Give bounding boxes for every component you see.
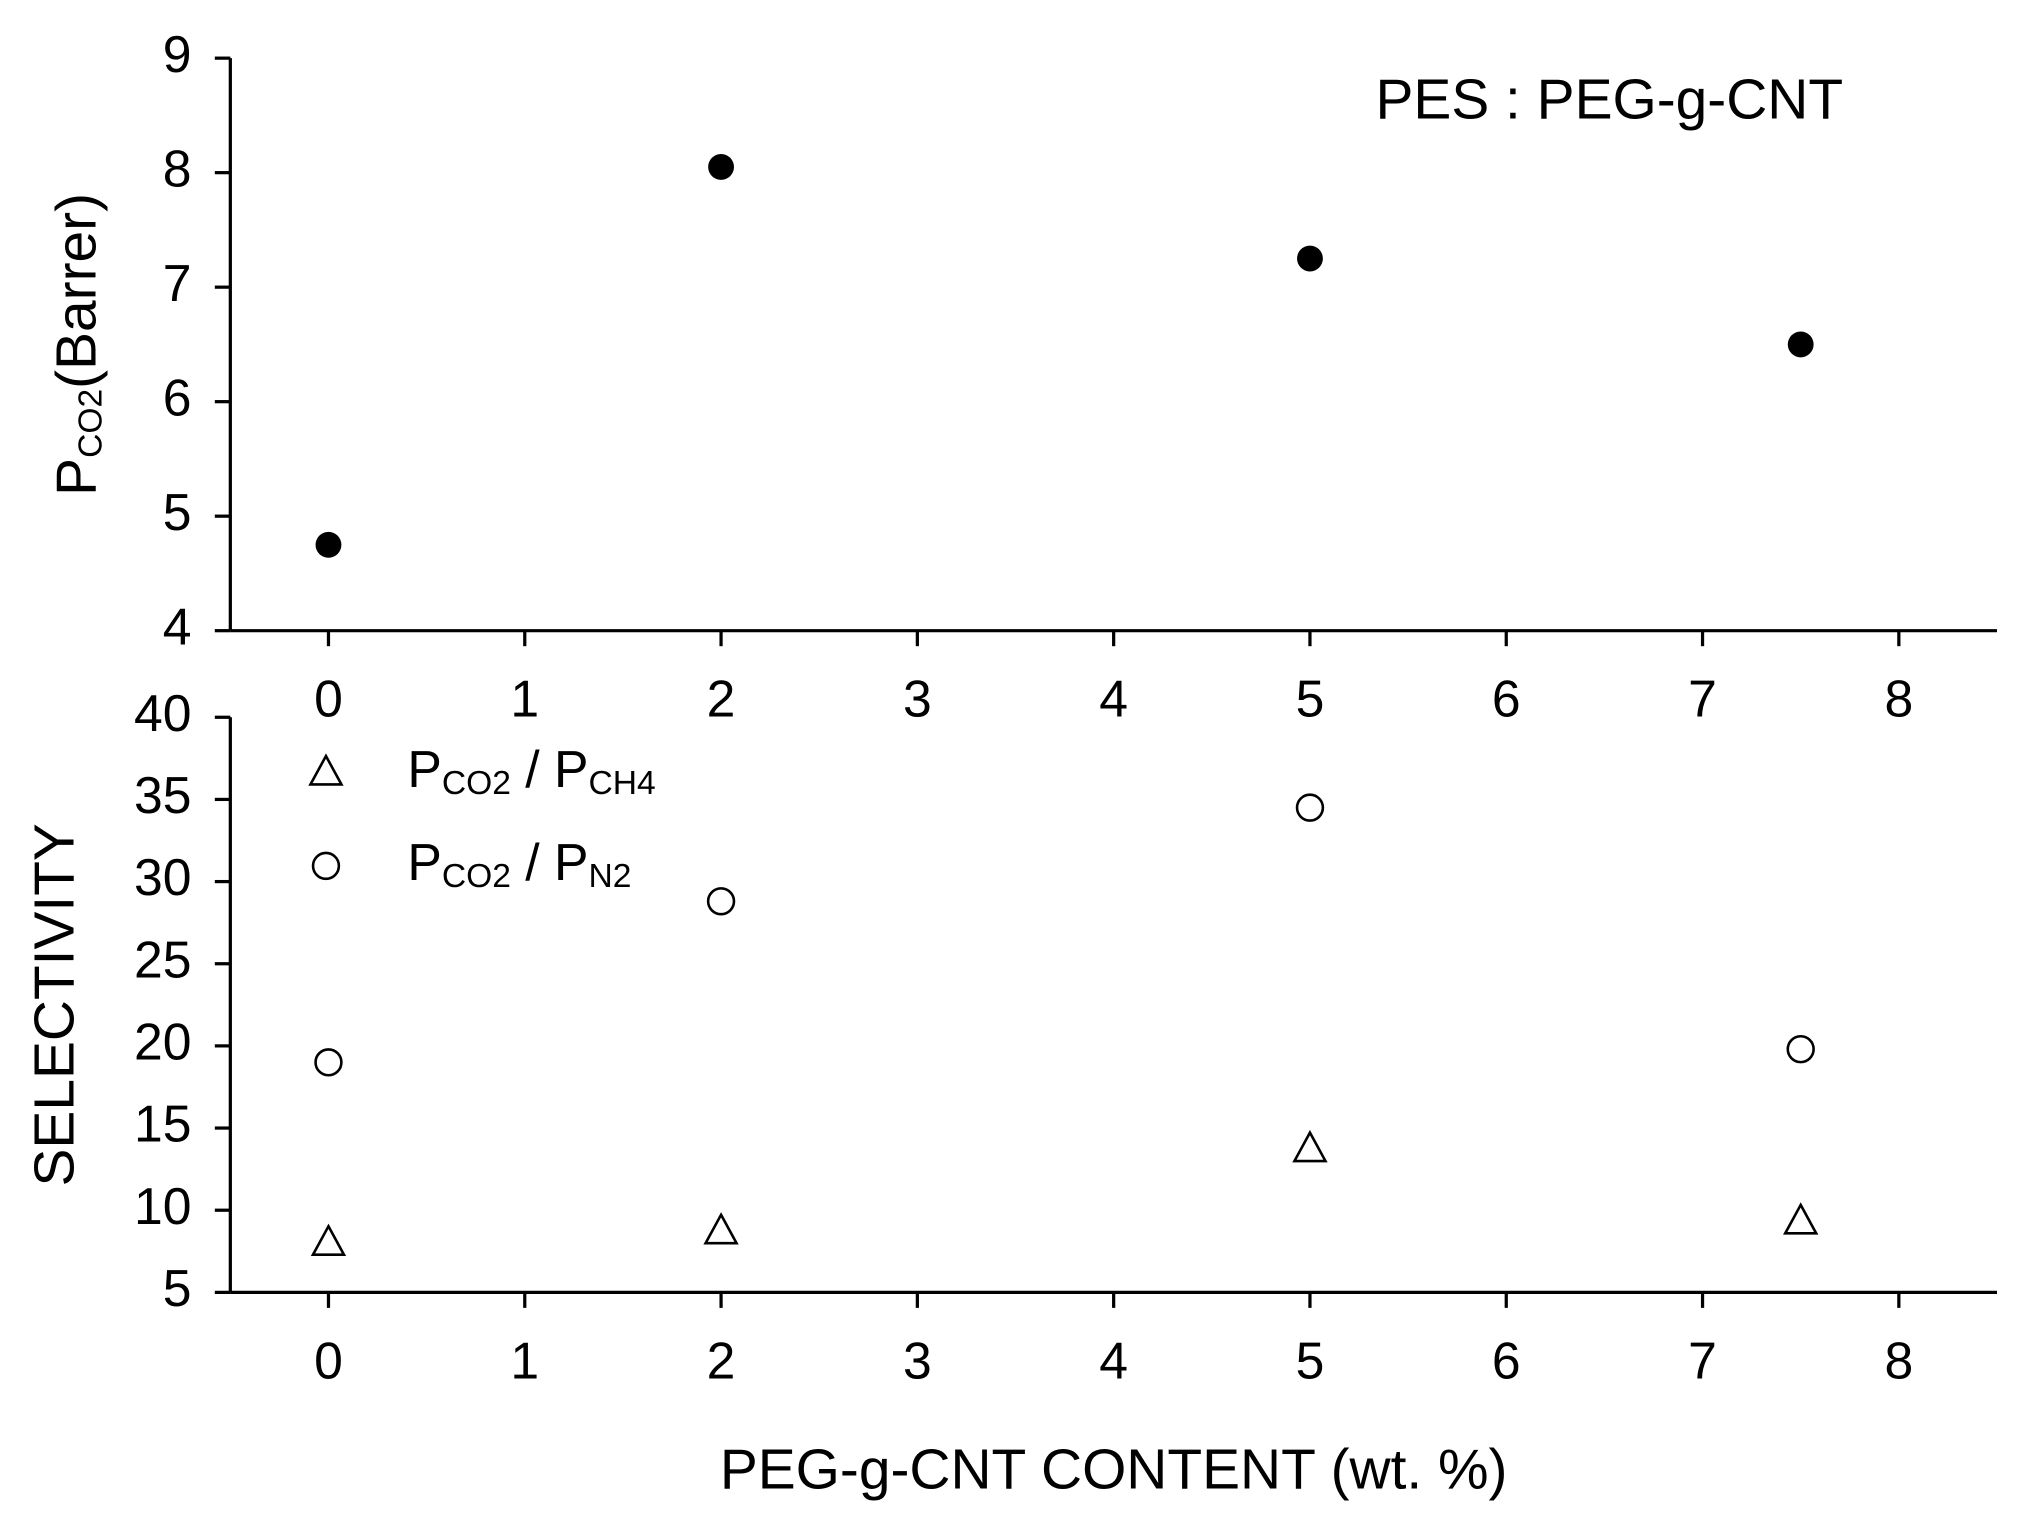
legend-marker xyxy=(308,753,344,786)
x-tick-label: 6 xyxy=(1492,1331,1521,1389)
y-axis-label: SELECTIVITY xyxy=(23,823,86,1186)
x-tick-label: 6 xyxy=(1492,670,1521,728)
data-point xyxy=(1786,1034,1815,1064)
data-point xyxy=(310,1223,347,1257)
x-tick-label: 0 xyxy=(314,670,343,728)
y-axis-label: PCO2(Barrer) xyxy=(45,193,109,496)
data-point xyxy=(708,154,734,180)
x-tick-label: 4 xyxy=(1099,1331,1128,1389)
x-tick-label: 3 xyxy=(903,1331,932,1389)
legend-label-part: / P xyxy=(511,739,589,797)
x-tick-label: 7 xyxy=(1688,1331,1717,1389)
x-tick-label: 2 xyxy=(707,1331,736,1389)
y-tick-label: 4 xyxy=(163,597,192,655)
legend-label-subscript: CO2 xyxy=(442,858,511,895)
legend-label-subscript: CH4 xyxy=(589,765,656,802)
legend-label: PCO2 / PCH4 xyxy=(407,739,655,801)
x-tick-label: 5 xyxy=(1296,1331,1325,1389)
data-point xyxy=(314,1048,343,1077)
legend-label: PCO2 / PN2 xyxy=(407,833,631,895)
legend-label-part: / P xyxy=(511,833,589,891)
y-tick-label: 7 xyxy=(163,254,192,312)
x-axis-label: PEG-g-CNT CONTENT (wt. %) xyxy=(720,1438,1508,1501)
legend-label-subscript: N2 xyxy=(589,858,632,895)
y-tick-label: 9 xyxy=(163,25,192,83)
x-tick-label: 4 xyxy=(1099,670,1128,728)
x-tick-label: 7 xyxy=(1688,670,1717,728)
y-tick-label: 20 xyxy=(134,1013,192,1071)
data-point xyxy=(706,887,736,916)
data-point xyxy=(1787,331,1814,358)
y-tick-label: 30 xyxy=(134,848,192,906)
data-point xyxy=(703,1212,739,1245)
y-tick-label: 35 xyxy=(134,766,192,824)
legend-marker xyxy=(311,851,341,881)
data-point xyxy=(1292,1129,1328,1163)
y-axis-label-subscript: CO2 xyxy=(72,389,109,458)
y-axis-label-part: P xyxy=(45,458,108,496)
x-tick-label: 1 xyxy=(510,1331,539,1389)
y-tick-label: 25 xyxy=(134,930,192,988)
x-tick-label: 8 xyxy=(1884,1331,1913,1389)
data-point xyxy=(315,531,342,558)
x-tick-label: 2 xyxy=(707,670,736,728)
x-tick-label: 5 xyxy=(1296,670,1325,728)
y-tick-label: 6 xyxy=(163,368,192,426)
data-point xyxy=(1295,793,1325,822)
x-tick-label: 3 xyxy=(903,670,932,728)
x-tick-label: 8 xyxy=(1884,670,1913,728)
y-tick-label: 5 xyxy=(163,483,192,541)
legend-label-subscript: CO2 xyxy=(442,765,511,802)
y-tick-label: 40 xyxy=(134,684,192,742)
x-tick-label: 0 xyxy=(314,1331,343,1389)
data-point xyxy=(1297,245,1323,272)
y-tick-label: 5 xyxy=(163,1259,192,1317)
y-axis-label-part: SELECTIVITY xyxy=(23,823,86,1186)
annotation: PES : PEG-g-CNT xyxy=(1375,68,1843,131)
y-tick-label: 8 xyxy=(163,139,192,197)
legend-label-part: P xyxy=(407,833,441,891)
y-tick-label: 10 xyxy=(134,1177,192,1235)
legend-label-part: P xyxy=(407,739,441,797)
y-axis-label-part: (Barrer) xyxy=(45,193,108,389)
y-tick-label: 15 xyxy=(134,1095,192,1153)
data-point xyxy=(1783,1202,1819,1235)
x-tick-label: 1 xyxy=(510,670,539,728)
